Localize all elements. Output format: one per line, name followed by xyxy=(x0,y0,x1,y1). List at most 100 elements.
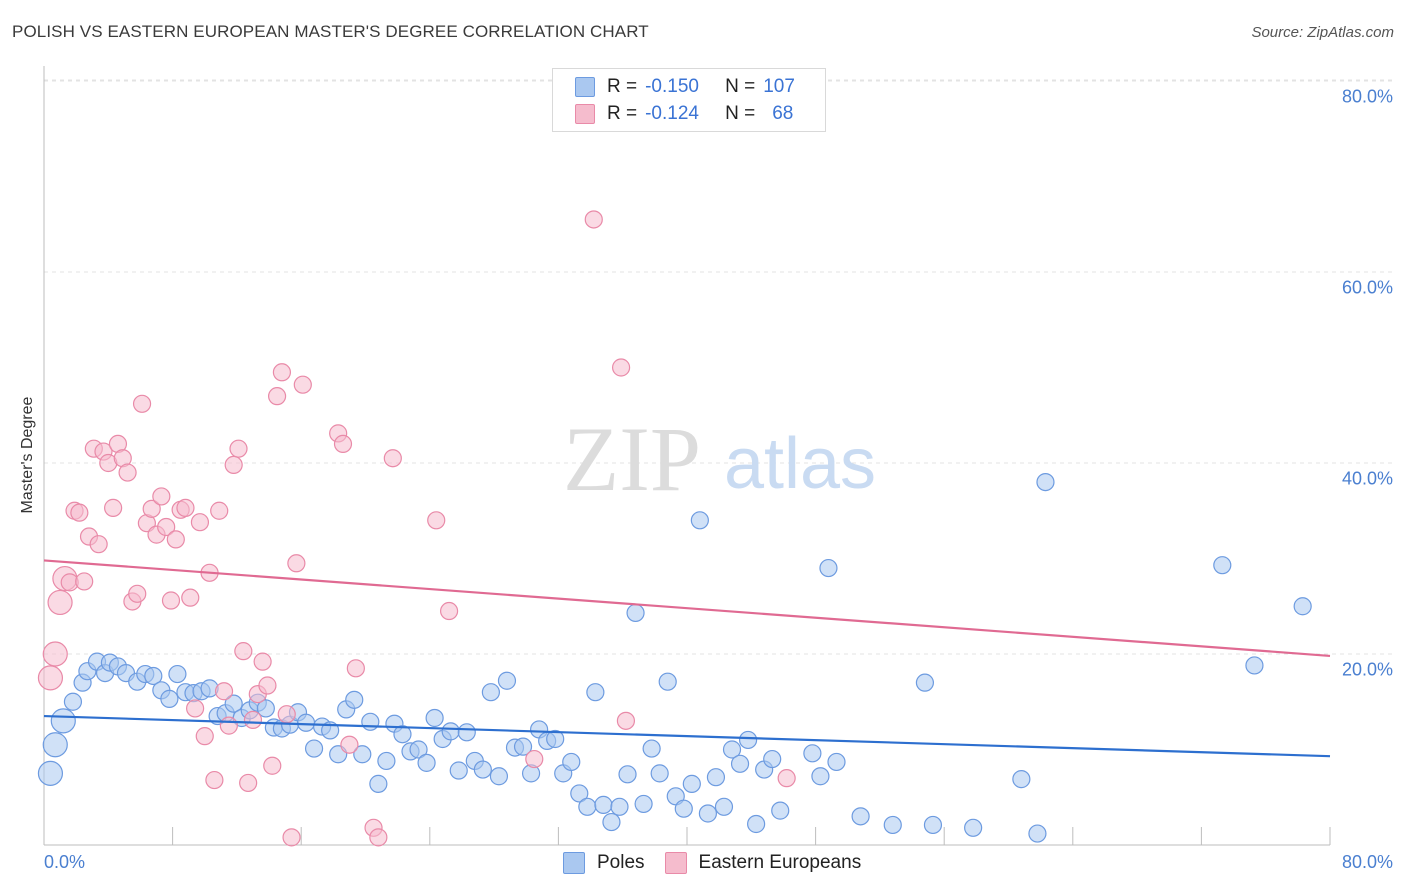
eastern-point xyxy=(258,676,277,695)
poles-swatch xyxy=(575,77,595,97)
eastern-point xyxy=(253,652,272,671)
poles-r-label: R = xyxy=(607,76,638,97)
legend-row-eastern: R = -0.124 N = 68 xyxy=(575,102,793,126)
eastern-r-value: -0.124 xyxy=(645,103,699,124)
eastern-point xyxy=(525,749,544,769)
poles-point xyxy=(513,737,533,756)
poles-point xyxy=(642,739,661,758)
eastern-point xyxy=(166,530,185,549)
poles-point xyxy=(160,689,179,708)
eastern-point xyxy=(219,716,238,735)
poles-point xyxy=(682,774,701,793)
eastern-point xyxy=(287,554,306,573)
poles-point xyxy=(63,692,83,711)
eastern-legend-swatch xyxy=(664,852,687,874)
eastern-r-label: R = xyxy=(607,103,638,124)
legend-item-poles: Poles xyxy=(563,852,645,874)
eastern-point xyxy=(224,455,243,475)
poles-point xyxy=(50,708,76,734)
poles-point xyxy=(883,815,902,835)
poles-point xyxy=(722,740,742,759)
eastern-point xyxy=(37,665,64,691)
poles-n-label: N = xyxy=(725,76,756,97)
eastern-point xyxy=(161,591,181,610)
poles-point xyxy=(345,690,364,709)
eastern-point xyxy=(439,601,459,621)
poles-point xyxy=(626,603,645,623)
y-tick-label-20: 20.0% xyxy=(1341,659,1393,680)
poles-point xyxy=(747,814,766,834)
eastern-point xyxy=(47,589,73,616)
eastern-point xyxy=(70,503,89,522)
source-credit: Source: ZipAtlas.com xyxy=(1251,24,1394,41)
poles-point xyxy=(706,768,726,787)
poles-point xyxy=(610,797,629,816)
eastern-point xyxy=(186,699,205,718)
poles-point xyxy=(819,558,838,578)
poles-point xyxy=(546,729,565,749)
y-tick-label-40: 40.0% xyxy=(1341,468,1393,489)
poles-point xyxy=(915,673,935,692)
poles-point xyxy=(730,754,750,773)
poles-point xyxy=(42,732,68,758)
poles-point xyxy=(144,666,163,686)
eastern-point xyxy=(369,828,388,847)
poles-point xyxy=(481,683,500,702)
eastern-point xyxy=(777,769,796,788)
eastern-point xyxy=(214,682,234,701)
poles-legend-swatch xyxy=(563,852,585,874)
eastern-point xyxy=(190,513,210,532)
poles-point xyxy=(417,753,436,772)
eastern-point xyxy=(243,710,263,729)
poles-n-value: 107 xyxy=(763,76,795,97)
poles-point xyxy=(168,664,187,684)
poles-point xyxy=(361,712,380,731)
poles-point xyxy=(602,812,621,832)
eastern-point xyxy=(118,463,137,482)
watermark-zip: ZIP xyxy=(563,408,701,510)
poles-point xyxy=(473,760,492,779)
legend-item-eastern: Eastern Europeans xyxy=(664,852,862,874)
poles-point xyxy=(393,725,412,744)
correlation-legend: R = -0.150 N = 107 R = -0.124 N = 68 xyxy=(552,68,826,132)
poles-point xyxy=(658,672,677,691)
eastern-point xyxy=(267,387,287,406)
poles-point xyxy=(674,799,693,818)
y-tick-label-60: 60.0% xyxy=(1341,277,1393,298)
poles-point xyxy=(634,794,653,814)
series-legend: Poles Eastern Europeans xyxy=(563,852,881,874)
poles-point xyxy=(457,723,476,742)
poles-point xyxy=(377,751,396,771)
eastern-point xyxy=(383,449,402,468)
eastern-point xyxy=(277,705,296,724)
poles-point xyxy=(851,807,870,826)
eastern-point xyxy=(340,735,359,754)
eastern-point xyxy=(282,828,301,847)
eastern-point xyxy=(42,641,68,667)
poles-point xyxy=(570,784,589,803)
y-tick-label-80: 80.0% xyxy=(1341,86,1393,107)
poles-point xyxy=(1213,556,1232,575)
poles-point xyxy=(827,752,846,772)
legend-row-poles: R = -0.150 N = 107 xyxy=(575,75,795,99)
eastern-point xyxy=(152,487,171,506)
eastern-point xyxy=(239,773,258,793)
poles-point xyxy=(256,699,275,718)
poles-point xyxy=(369,774,388,793)
eastern-point xyxy=(195,727,214,746)
chart-title: POLISH VS EASTERN EUROPEAN MASTER'S DEGR… xyxy=(12,22,649,41)
eastern-legend-label: Eastern Europeans xyxy=(698,852,862,873)
poles-point xyxy=(296,713,316,732)
eastern-point xyxy=(176,498,195,517)
eastern-n-label: N = xyxy=(725,103,756,124)
poles-point xyxy=(714,797,734,816)
eastern-swatch xyxy=(575,104,595,124)
eastern-point xyxy=(128,584,147,603)
eastern-point xyxy=(210,501,229,520)
eastern-point xyxy=(205,770,224,790)
poles-point xyxy=(449,761,468,780)
poles-point xyxy=(586,683,605,702)
eastern-point xyxy=(89,535,108,554)
poles-point xyxy=(304,739,324,758)
poles-legend-label: Poles xyxy=(597,852,645,873)
